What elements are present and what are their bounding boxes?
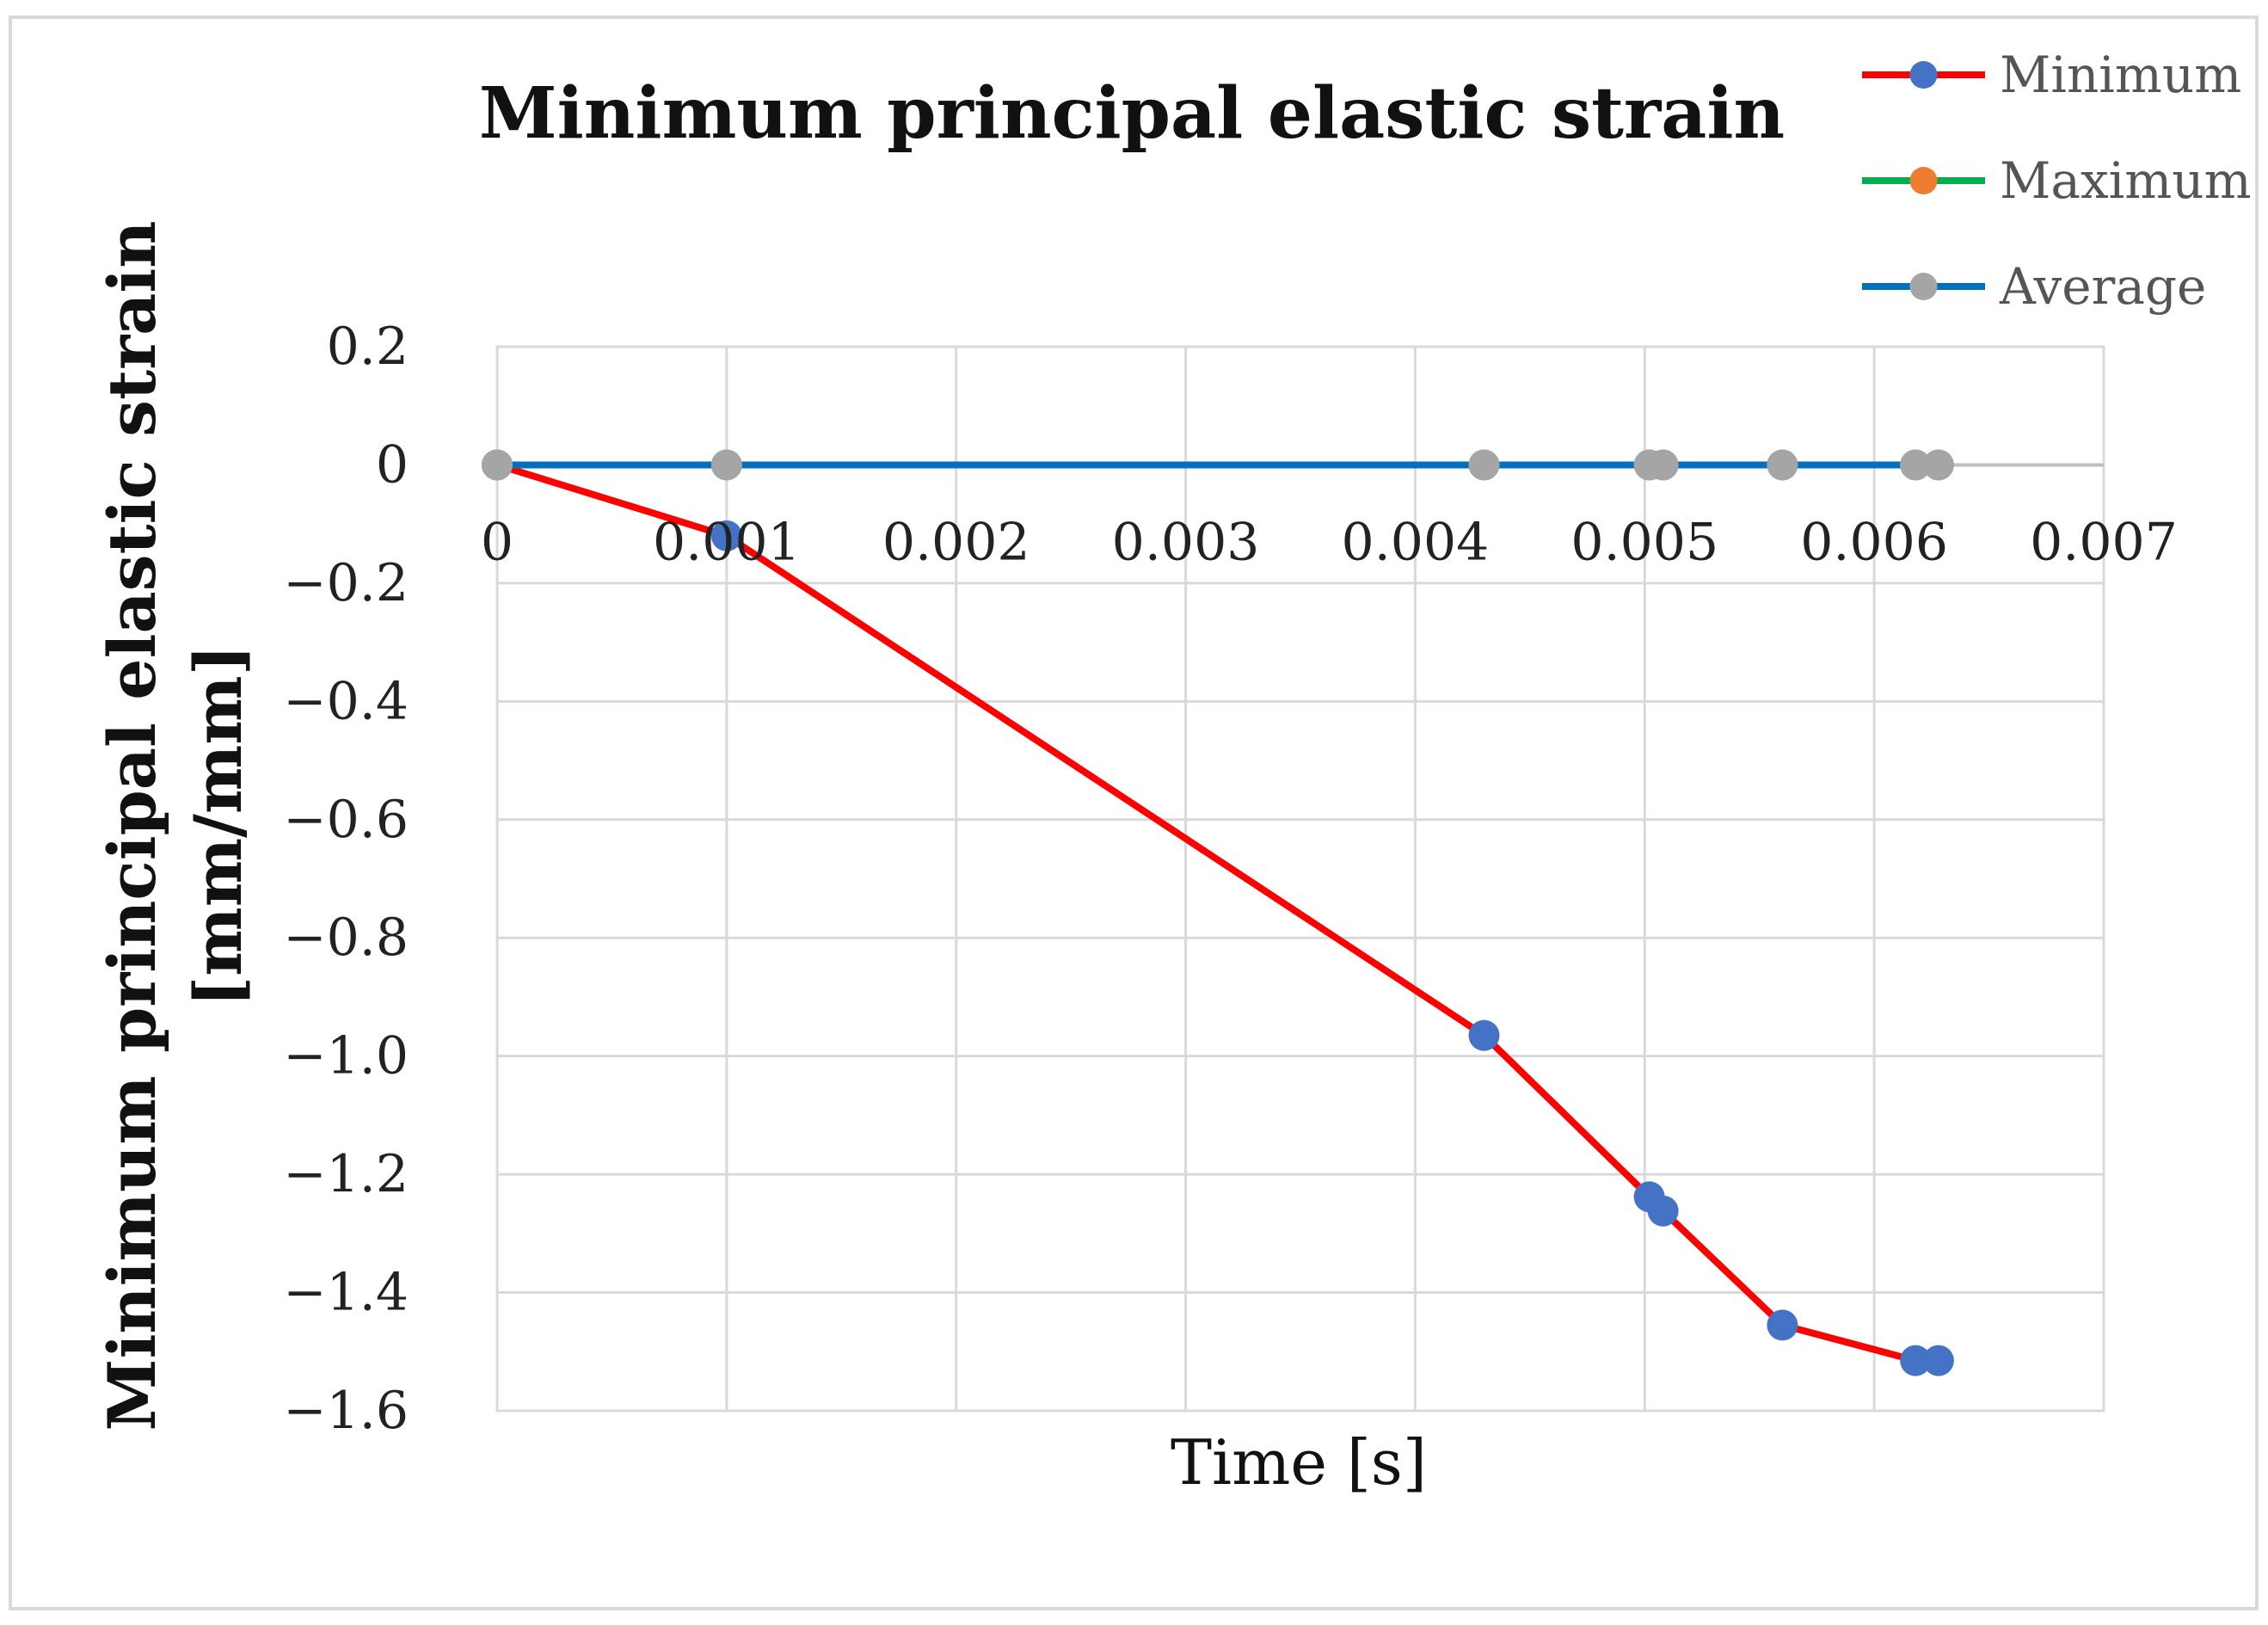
data-point-minimum [1647,1195,1679,1227]
legend-label-average: Average [1999,257,2206,316]
x-tick-label: 0.004 [1342,512,1490,572]
y-tick-label: −1.4 [283,1263,409,1323]
x-tick-label: 0.005 [1570,512,1718,572]
data-point-minimum [1767,1309,1798,1341]
data-point-average [1922,449,1954,481]
legend-marker-average [1909,273,1938,300]
data-point-average [1647,449,1679,481]
legend-marker-maximum [1909,167,1938,194]
data-point-minimum [1922,1345,1954,1376]
x-tick-label: 0.007 [2030,512,2178,572]
y-tick-label: −0.2 [283,553,409,613]
x-tick-label: 0.006 [1800,512,1948,572]
data-point-average [1767,449,1798,481]
legend: Minimum Maximum Average [1862,46,2252,316]
data-point-minimum [1900,1345,1932,1376]
x-tick-label: 0.002 [882,512,1030,572]
y-tick-label: −0.8 [283,908,409,968]
legend-label-maximum: Maximum [2000,151,2252,210]
legend-marker-minimum [1909,61,1938,89]
data-point-average [710,449,742,481]
tick-layer: 0.2 0 −0.2 −0.4 −0.6 −0.8 −1.0 −1.2 −1.4 −1.6 0 0.0… [283,317,2178,1441]
legend-label-minimum: Minimum [2000,46,2241,104]
data-point-average [1900,449,1932,481]
series-layer [482,449,1954,1376]
y-tick-label: −0.4 [283,671,409,731]
plot-area-border [495,345,2105,1413]
y-tick-label: −0.6 [283,790,409,850]
x-axis-label: Time [s] [1171,1426,1427,1499]
y-tick-label: −1.0 [283,1026,409,1086]
y-tick-label: −1.2 [283,1144,409,1204]
y-tick-label: 0 [376,434,409,495]
y-axis-unit-label: [mm/mm] [180,644,256,1006]
chart-title: Minimum principal elastic strain [479,72,1785,155]
y-tick-label: 0.2 [327,317,409,377]
data-point-average [482,449,513,481]
y-tick-label: −1.6 [283,1381,409,1441]
outer-border [9,15,2259,1610]
x-tick-label: 0 [481,512,513,572]
data-point-minimum [710,520,742,551]
x-tick-label: 0.003 [1112,512,1260,572]
y-axis-label: Minimum principal elastic strain [94,220,170,1431]
data-point-average [1468,449,1500,481]
x-tick-label: 0.001 [653,512,801,572]
data-point-minimum [1468,1019,1500,1051]
